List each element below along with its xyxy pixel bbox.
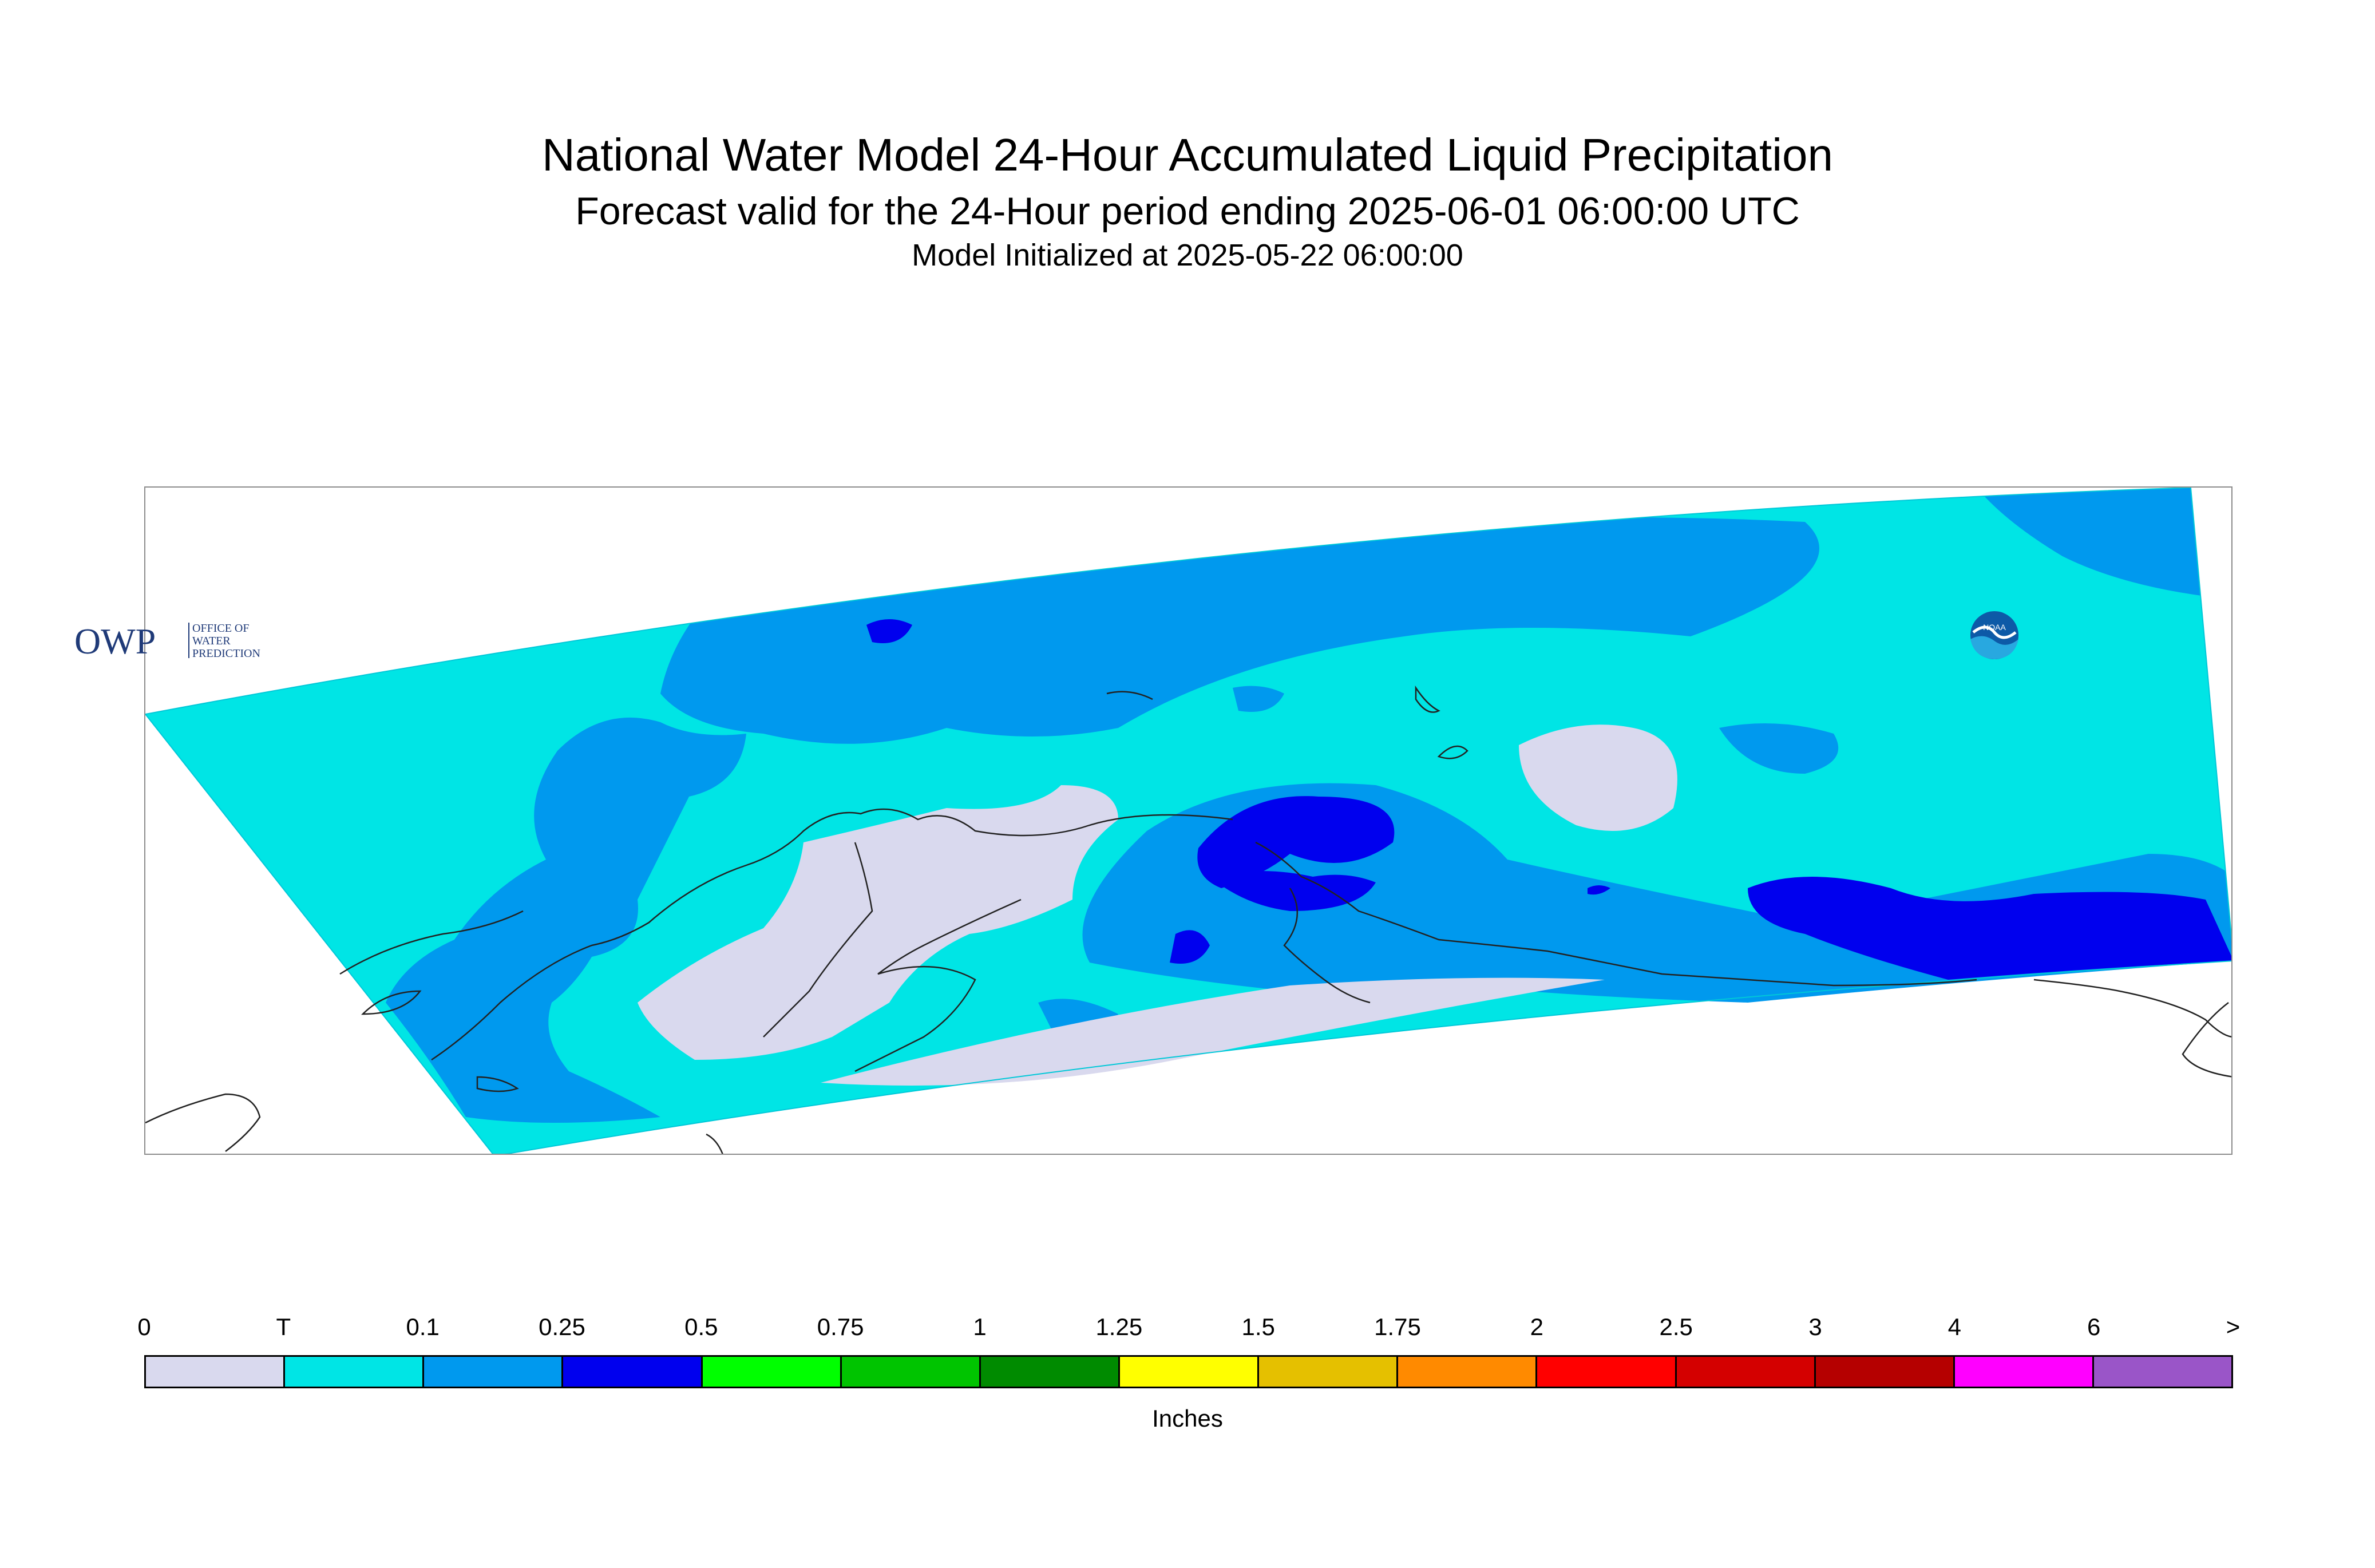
legend-tick-label: >: [2226, 1313, 2241, 1340]
legend-swatch-1: [285, 1357, 425, 1387]
domain-edge: [145, 488, 2231, 1154]
owp-logo-line1: OFFICE OF: [192, 622, 249, 635]
legend-tick-label: 0.25: [539, 1313, 585, 1340]
legend-swatch-5: [841, 1357, 981, 1387]
legend-swatch-10: [1537, 1357, 1677, 1387]
legend-colorbar: [144, 1355, 2233, 1388]
legend-tick-label: 2: [1530, 1313, 1544, 1340]
legend-tick-label: T: [276, 1313, 291, 1340]
legend-tick-label: 1.25: [1095, 1313, 1143, 1340]
legend-swatch-12: [1815, 1357, 1955, 1387]
legend-swatch-9: [1398, 1357, 1538, 1387]
legend-tick-label: 3: [1808, 1313, 1822, 1340]
map-panel: [144, 486, 2232, 1155]
legend-tick-label: 0: [137, 1313, 151, 1340]
legend-tick-label: 0.1: [406, 1313, 440, 1340]
legend-tick-label: 2.5: [1659, 1313, 1693, 1340]
legend-swatch-13: [1954, 1357, 2094, 1387]
owp-logo-line3: PREDICTION: [192, 647, 260, 660]
no-precip-regions: [638, 724, 1677, 1086]
legend-swatch-7: [1119, 1357, 1260, 1387]
coastlines: [145, 685, 2231, 1154]
owp-logo-line2: WATER: [192, 635, 231, 647]
legend-swatch-4: [702, 1357, 842, 1387]
model-init-time: Model Initialized at 2025-05-22 06:00:00: [912, 238, 1463, 272]
legend-swatch-0: [146, 1357, 286, 1387]
owp-logo-mark: OWP: [74, 621, 156, 662]
legend-tick-label: 1: [973, 1313, 987, 1340]
legend-tick-label: 0.75: [817, 1313, 864, 1340]
noaa-logo: NOAA: [1970, 611, 2018, 659]
precipitation-map: [145, 488, 2231, 1154]
legend-swatch-11: [1676, 1357, 1816, 1387]
map-title: National Water Model 24-Hour Accumulated…: [542, 129, 1833, 180]
moderate-precip-regions: [866, 619, 2231, 980]
legend-swatch-14: [2093, 1357, 2232, 1387]
legend-units: Inches: [1152, 1405, 1223, 1432]
legend-labels: 0 T 0.1 0.25 0.5 0.75 1 1.25 1.5 1.75 2 2.5 3 4 6 >: [137, 1313, 2240, 1348]
legend-tick-label: 6: [2087, 1313, 2101, 1340]
legend-swatch-6: [980, 1357, 1120, 1387]
legend-tick-label: 1.75: [1374, 1313, 1421, 1340]
legend-swatch-3: [563, 1357, 703, 1387]
legend-tick-label: 1.5: [1241, 1313, 1275, 1340]
map-subtitle: Forecast valid for the 24-Hour period en…: [575, 189, 1800, 233]
noaa-logo-mark: NOAA: [1983, 623, 2006, 632]
legend-tick-label: 0.5: [684, 1313, 718, 1340]
legend-swatch-2: [424, 1357, 564, 1387]
legend-tick-label: 4: [1948, 1313, 1962, 1340]
owp-logo: OWP OFFICE OF WATER PREDICTION: [74, 621, 260, 662]
legend-swatch-8: [1259, 1357, 1399, 1387]
